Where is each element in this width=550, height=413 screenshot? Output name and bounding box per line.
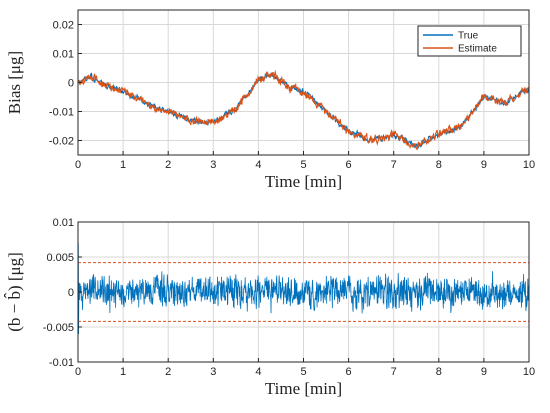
x-tick-label: 4 — [255, 159, 261, 171]
x-tick-label: 1 — [120, 159, 126, 171]
x-tick-label: 4 — [255, 366, 261, 378]
x-tick-label: 6 — [346, 159, 352, 171]
x-axis-title: Time [min] — [265, 379, 342, 398]
x-tick-label: 9 — [481, 366, 487, 378]
x-tick-label: 8 — [436, 159, 442, 171]
y-axis-title: (b − b̂) [μg] — [4, 252, 24, 332]
y-tick-label: 0.01 — [53, 217, 74, 229]
y-tick-label: 0.02 — [53, 20, 74, 32]
x-tick-label: 0 — [75, 366, 81, 378]
x-tick-label: 3 — [210, 159, 216, 171]
x-tick-label: 10 — [523, 366, 535, 378]
x-tick-label: 1 — [120, 366, 126, 378]
x-tick-label: 6 — [346, 366, 352, 378]
x-axis-title: Time [min] — [265, 172, 342, 191]
x-tick-label: 9 — [481, 159, 487, 171]
x-tick-label: 0 — [75, 159, 81, 171]
legend-label: True — [458, 31, 479, 42]
y-tick-label: 0 — [68, 78, 74, 90]
legend-box — [417, 25, 522, 57]
x-tick-label: 8 — [436, 366, 442, 378]
legend-label: Estimate — [458, 44, 497, 55]
bias-panel: 0 1 2 3 4 5 6 7 8 9 10 0.02 0.01 0 -0.01 -0.02 Time [min… — [5, 9, 535, 191]
bias-error-panel: 0 1 2 3 4 5 6 7 8 9 10 0.01 0.005 0 -0.005 -0.01 Time [m… — [4, 217, 535, 398]
y-tick-label: -0.02 — [49, 136, 74, 148]
error-series-line — [77, 242, 530, 359]
y-tick-label: -0.01 — [49, 357, 74, 369]
x-tick-label: 7 — [391, 159, 397, 171]
x-tick-label: 10 — [523, 159, 535, 171]
x-tick-label: 2 — [165, 366, 171, 378]
y-tick-label: -0.01 — [49, 107, 74, 119]
x-tick-label: 7 — [391, 366, 397, 378]
x-tick-label: 5 — [300, 159, 306, 171]
legend: True Estimate — [417, 25, 522, 57]
y-tick-label: -0.005 — [43, 322, 74, 334]
y-tick-label: 0.01 — [53, 49, 74, 61]
y-tick-label: 0.005 — [46, 252, 74, 264]
x-tick-label: 2 — [165, 159, 171, 171]
series-line-estimate — [77, 69, 530, 151]
y-axis-title: Bias [μg] — [5, 51, 24, 114]
x-tick-label: 3 — [210, 366, 216, 378]
x-tick-label: 5 — [300, 366, 306, 378]
y-tick-label: 0 — [68, 287, 74, 299]
